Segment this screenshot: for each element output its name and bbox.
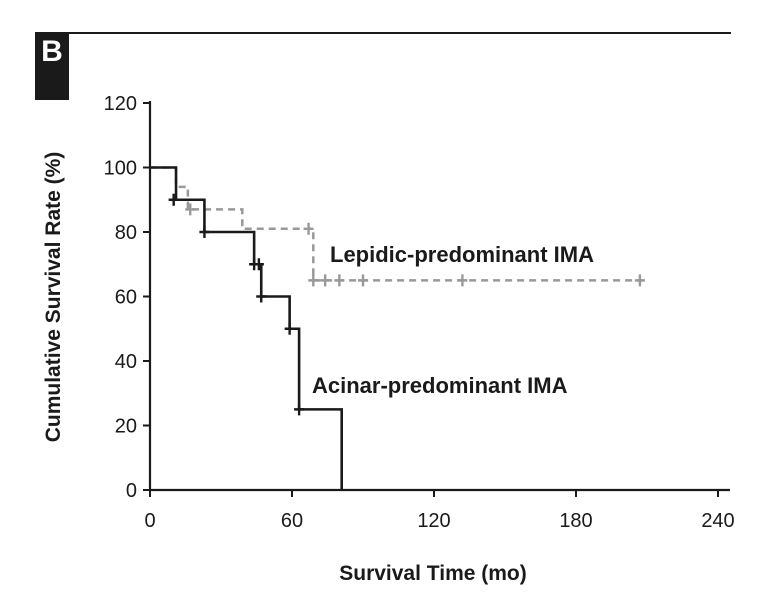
censor-mark-lepidic bbox=[358, 274, 368, 287]
panel-rule bbox=[69, 32, 731, 34]
censor-mark-lepidic bbox=[334, 274, 345, 287]
y-axis-title: Cumulative Survival Rate (%) bbox=[42, 152, 65, 443]
censor-mark-lepidic bbox=[634, 274, 645, 287]
x-tick-label: 120 bbox=[417, 510, 450, 532]
series-label-acinar: Acinar-predominant IMA bbox=[312, 373, 568, 398]
series-label-lepidic: Lepidic-predominant IMA bbox=[330, 242, 594, 267]
chart-series bbox=[150, 166, 645, 490]
y-tick-label: 120 bbox=[104, 93, 137, 115]
censor-mark-lepidic bbox=[457, 274, 468, 287]
series-lepidic bbox=[150, 166, 645, 287]
y-tick-label: 20 bbox=[115, 416, 137, 438]
y-tick-label: 0 bbox=[126, 480, 137, 502]
censor-mark-lepidic bbox=[320, 274, 331, 287]
y-tick-label: 60 bbox=[115, 287, 137, 309]
censor-mark-lepidic bbox=[303, 222, 314, 235]
x-axis-title: Survival Time (mo) bbox=[339, 562, 527, 585]
censor-mark-acinar bbox=[256, 290, 267, 303]
x-tick-label: 60 bbox=[281, 510, 303, 532]
censor-mark-acinar bbox=[168, 193, 179, 206]
censor-mark-acinar bbox=[284, 322, 295, 335]
x-tick-label: 0 bbox=[144, 510, 155, 532]
censor-mark-lepidic bbox=[185, 203, 196, 216]
censor-mark-acinar bbox=[294, 403, 305, 416]
y-tick-label: 100 bbox=[104, 158, 137, 180]
panel-label-badge: B bbox=[35, 32, 69, 100]
y-tick-label: 80 bbox=[115, 222, 137, 244]
panel-label: B bbox=[41, 35, 63, 68]
x-tick-label: 180 bbox=[559, 510, 592, 532]
y-tick-label: 40 bbox=[115, 351, 137, 373]
chart-axes bbox=[148, 101, 730, 492]
censor-mark-acinar bbox=[199, 226, 210, 238]
series-acinar bbox=[150, 166, 343, 490]
series-line-acinar bbox=[150, 166, 343, 490]
chart-ticks: 0 60 120 180 240 0 20 40 60 80 100 120 bbox=[104, 93, 735, 532]
censor-mark-acinar bbox=[253, 258, 264, 271]
censor-mark-lepidic bbox=[308, 274, 319, 287]
x-tick-label: 240 bbox=[701, 510, 734, 532]
panel-header: B bbox=[0, 0, 781, 100]
